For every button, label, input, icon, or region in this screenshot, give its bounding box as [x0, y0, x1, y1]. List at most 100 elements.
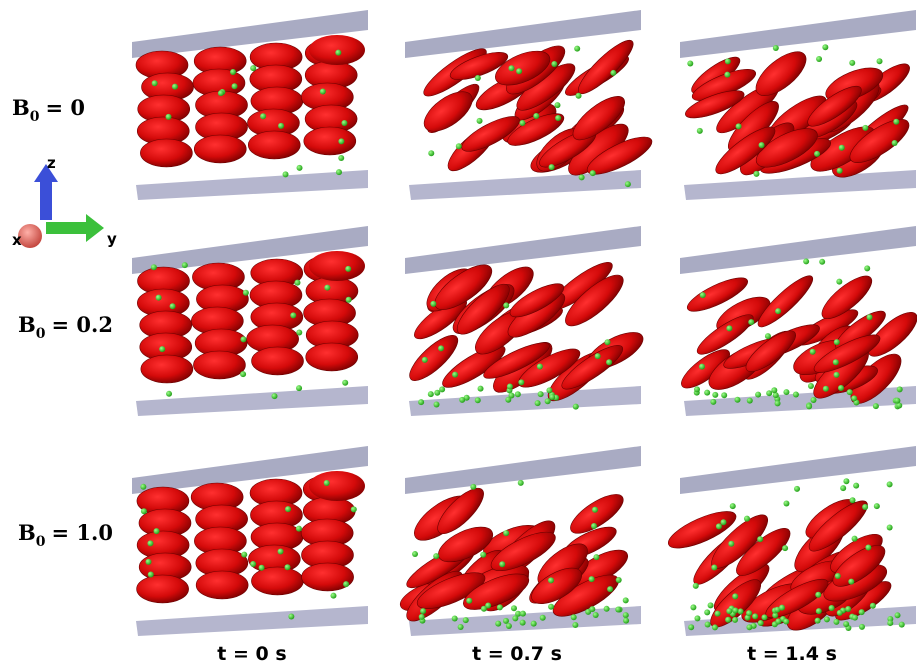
platelet	[775, 400, 781, 406]
platelet	[591, 523, 597, 529]
top-wall	[405, 446, 641, 494]
platelet	[296, 330, 302, 336]
value: = 1.0	[52, 520, 113, 545]
platelet	[475, 397, 481, 403]
symbol: B	[18, 520, 36, 545]
platelet	[710, 399, 716, 405]
platelet	[516, 68, 522, 74]
platelet	[895, 612, 901, 618]
platelet	[555, 115, 561, 121]
platelet	[422, 357, 428, 363]
platelet	[595, 353, 601, 359]
panel	[132, 10, 368, 200]
platelet	[290, 312, 296, 318]
platelet	[278, 549, 284, 555]
platelet	[343, 581, 349, 587]
red-blood-cell	[137, 575, 189, 603]
row-label: B0= 0.2	[18, 312, 113, 342]
platelet	[736, 123, 742, 129]
platelet	[815, 618, 821, 624]
y-arrow-head	[86, 214, 104, 242]
bottom-wall	[136, 606, 368, 636]
platelet	[623, 612, 629, 618]
platelet	[623, 597, 629, 603]
platelet	[838, 385, 844, 391]
platelet	[297, 165, 303, 171]
platelet	[470, 484, 476, 490]
figure: z x y B0= 0 B0= 0.2 B0= 1.0 t = 0 s t = …	[0, 0, 917, 668]
platelet	[783, 389, 789, 395]
panel	[405, 10, 656, 200]
cells	[682, 44, 915, 185]
platelet	[477, 118, 483, 124]
platelet	[803, 258, 809, 264]
platelet	[548, 577, 554, 583]
platelet	[338, 155, 344, 161]
platelet	[712, 624, 718, 630]
platelet	[151, 264, 157, 270]
platelet	[699, 364, 705, 370]
platelet	[463, 617, 469, 623]
column-label: t = 0.7 s	[472, 643, 562, 665]
platelet	[771, 387, 777, 393]
platelet	[606, 359, 612, 365]
platelet	[604, 339, 610, 345]
platelet	[793, 392, 799, 398]
platelet	[806, 403, 812, 409]
platelet	[688, 624, 694, 630]
platelet	[515, 391, 521, 397]
platelet	[250, 65, 256, 71]
platelet	[589, 606, 595, 612]
panel	[676, 226, 917, 416]
platelet	[775, 308, 781, 314]
z-arrow	[40, 180, 52, 220]
value: = 0	[46, 95, 86, 120]
platelet	[412, 551, 418, 557]
platelet	[894, 398, 900, 404]
panel	[132, 226, 368, 416]
platelet	[810, 349, 816, 355]
platelet	[746, 610, 752, 616]
platelet	[574, 46, 580, 52]
platelet	[873, 403, 879, 409]
platelet	[814, 151, 820, 157]
platelet	[140, 484, 146, 490]
bottom-wall	[136, 170, 368, 200]
platelet	[320, 89, 326, 95]
platelet	[752, 613, 758, 619]
red-blood-cell	[194, 135, 246, 163]
platelet	[593, 612, 599, 618]
platelet	[808, 383, 814, 389]
platelet	[834, 339, 840, 345]
panel	[664, 446, 916, 638]
platelet	[430, 301, 436, 307]
platelet	[738, 608, 744, 614]
platelet	[877, 58, 883, 64]
panel	[403, 226, 648, 416]
row-label: B0= 0	[12, 95, 85, 125]
platelet	[899, 622, 905, 628]
platelet	[503, 302, 509, 308]
platelet	[765, 333, 771, 339]
platelet	[794, 486, 800, 492]
platelet	[726, 325, 732, 331]
platelet	[715, 611, 721, 617]
platelet	[874, 503, 880, 509]
cells	[137, 471, 365, 603]
platelet	[843, 621, 849, 627]
platelet	[852, 536, 858, 542]
platelet	[859, 609, 865, 615]
platelet	[732, 593, 738, 599]
platelet	[757, 536, 763, 542]
row-label: B0= 1.0	[18, 520, 113, 550]
platelet	[452, 615, 458, 621]
platelet	[241, 552, 247, 558]
platelet	[815, 592, 821, 598]
platelet	[250, 561, 256, 567]
platelet	[433, 401, 439, 407]
platelet	[154, 528, 160, 534]
platelet	[708, 602, 714, 608]
platelet	[503, 618, 509, 624]
platelet	[850, 497, 856, 503]
platelet	[573, 404, 579, 410]
